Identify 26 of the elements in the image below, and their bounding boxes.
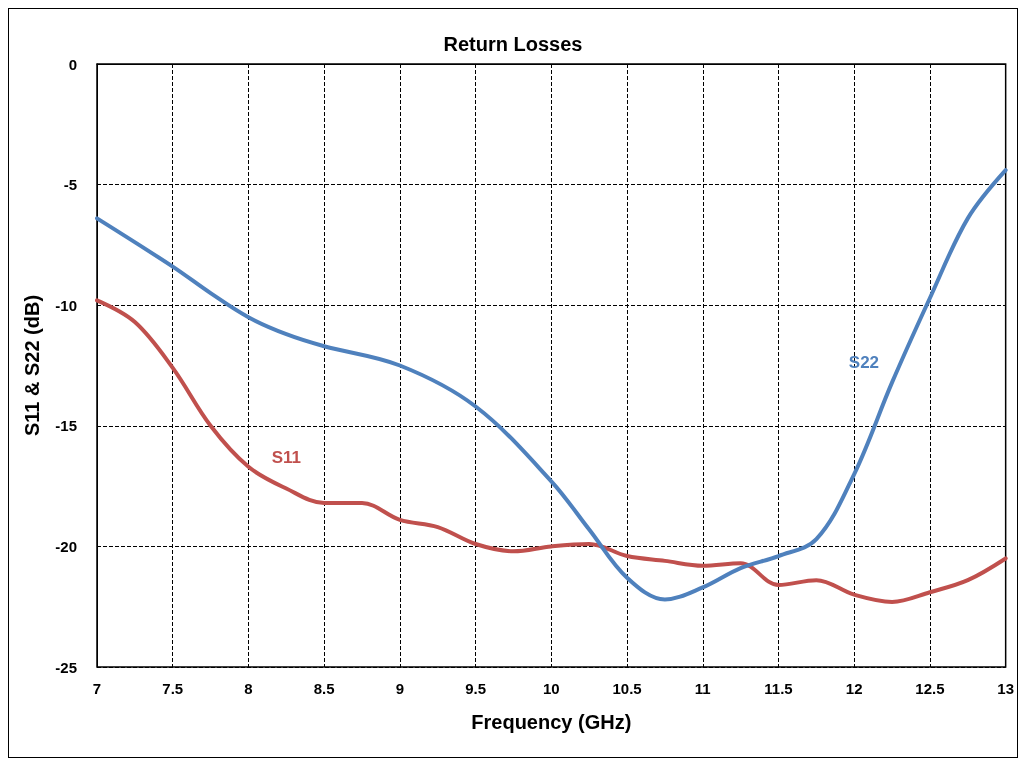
x-tick-label: 8 <box>244 680 253 697</box>
x-tick-label: 7.5 <box>162 680 184 697</box>
chart-title: Return Losses <box>443 33 583 55</box>
x-tick-label: 11.5 <box>764 680 793 697</box>
x-axis-title: Frequency (GHz) <box>471 711 632 733</box>
x-tick-label: 13 <box>997 680 1014 697</box>
series-label: S11 <box>271 447 301 467</box>
y-tick-label: -5 <box>63 176 77 194</box>
x-tick-label: 10 <box>542 680 560 697</box>
x-tick-label: 9 <box>395 680 405 697</box>
y-tick-label: -15 <box>55 417 77 435</box>
x-tick-label: 12 <box>845 680 863 697</box>
y-tick-label: -25 <box>55 658 77 676</box>
x-tick-label: 8.5 <box>313 680 335 697</box>
x-tick-label: 9.5 <box>465 680 487 697</box>
x-tick-label: 10.5 <box>612 680 642 697</box>
y-tick-label: -20 <box>55 537 77 555</box>
x-tick-label: 7 <box>92 680 102 697</box>
y-axis-title: S11 & S22 (dB) <box>21 294 43 437</box>
x-tick-label: 11 <box>694 680 711 697</box>
line-series <box>95 298 1008 604</box>
series-label: S22 <box>848 352 880 372</box>
y-tick-label: 0 <box>68 55 77 73</box>
x-tick-label: 12.5 <box>915 680 945 697</box>
y-tick-label: -10 <box>55 296 77 314</box>
line-series <box>95 168 1008 602</box>
